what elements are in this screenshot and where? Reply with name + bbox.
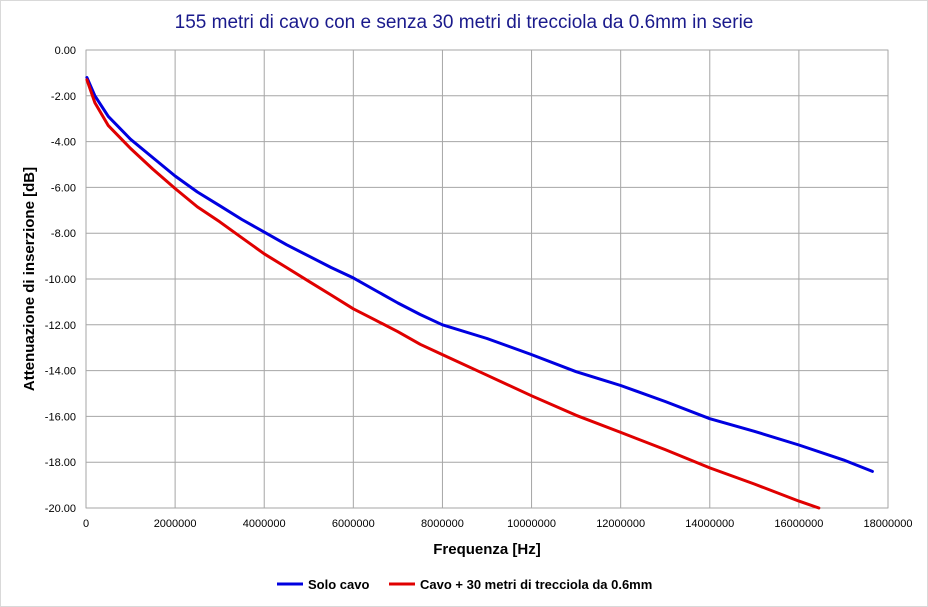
legend-label-cavo-trecciola: Cavo + 30 metri di trecciola da 0.6mm [420, 577, 652, 592]
y-tick-label: -8.00 [51, 228, 76, 240]
legend: Solo cavo Cavo + 30 metri di trecciola d… [277, 577, 652, 592]
chart-title: 155 metri di cavo con e senza 30 metri d… [175, 12, 754, 33]
y-tick-label: -12.00 [45, 320, 76, 332]
y-tick-label: -4.00 [51, 137, 76, 149]
y-tick-label: 0.00 [55, 45, 76, 57]
series-line-cavo-trecciola [85, 78, 821, 510]
y-tick-label: -2.00 [51, 91, 76, 103]
x-tick-labels: 0 2000000 4000000 6000000 8000000 10000000 120… [83, 518, 913, 530]
y-tick-label: -20.00 [45, 503, 76, 515]
x-tick-label: 18000000 [864, 518, 913, 530]
x-tick-label: 2000000 [154, 518, 197, 530]
x-axis-title: Frequenza [Hz] [433, 541, 541, 558]
x-tick-label: 4000000 [243, 518, 286, 530]
x-tick-label: 0 [83, 518, 89, 530]
x-tick-label: 16000000 [774, 518, 823, 530]
x-tick-label: 12000000 [596, 518, 645, 530]
y-tick-label: -16.00 [45, 411, 76, 423]
x-tick-label: 14000000 [685, 518, 734, 530]
x-tick-label: 6000000 [332, 518, 375, 530]
y-axis-title: Attenuazione di inserzione [dB] [21, 167, 38, 391]
y-tick-label: -10.00 [45, 274, 76, 286]
grid-lines [85, 49, 889, 509]
series-lines [85, 76, 874, 510]
y-tick-labels: 0.00 -2.00 -4.00 -6.00 -8.00 -10.00 -12.00 -14.… [45, 45, 76, 515]
x-tick-label: 8000000 [421, 518, 464, 530]
series-line-solo-cavo [85, 76, 874, 473]
y-tick-label: -6.00 [51, 182, 76, 194]
y-tick-label: -14.00 [45, 366, 76, 378]
y-tick-label: -18.00 [45, 457, 76, 469]
x-tick-label: 10000000 [507, 518, 556, 530]
legend-label-solo-cavo: Solo cavo [308, 577, 369, 592]
